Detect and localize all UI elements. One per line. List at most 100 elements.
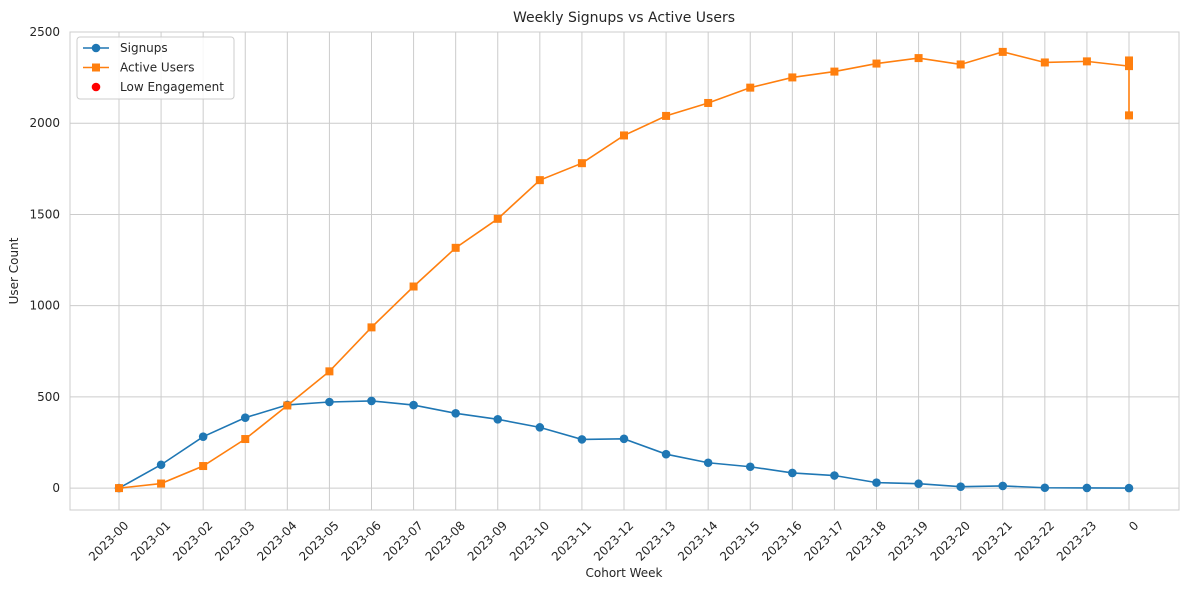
y-tick-label: 500 bbox=[37, 390, 60, 404]
x-tick-label: 2023-17 bbox=[801, 518, 846, 563]
data-point bbox=[1082, 57, 1091, 66]
data-point bbox=[367, 396, 376, 406]
legend-marker bbox=[91, 43, 101, 53]
data-point bbox=[157, 479, 166, 488]
x-tick-label: 2023-12 bbox=[591, 518, 636, 563]
data-point bbox=[788, 73, 797, 82]
data-point bbox=[914, 54, 923, 63]
x-tick-label: 2023-08 bbox=[423, 518, 468, 563]
data-point bbox=[283, 401, 292, 410]
data-point bbox=[115, 484, 123, 493]
x-tick-label: 2023-23 bbox=[1054, 518, 1099, 563]
x-tick-label: 2023-18 bbox=[843, 518, 888, 563]
y-tick-label: 1500 bbox=[29, 207, 60, 221]
data-point bbox=[325, 397, 334, 407]
legend-item: Low Engagement bbox=[91, 80, 224, 94]
data-point bbox=[1040, 58, 1049, 67]
chart-title: Weekly Signups vs Active Users bbox=[513, 10, 735, 26]
data-point bbox=[1040, 483, 1050, 493]
x-tick-label: 2023-06 bbox=[338, 518, 383, 563]
data-point bbox=[619, 434, 629, 444]
data-point bbox=[746, 83, 755, 92]
data-point bbox=[451, 243, 460, 252]
x-tick-label: 2023-05 bbox=[296, 518, 341, 563]
data-point bbox=[956, 60, 965, 69]
y-tick-label: 2000 bbox=[29, 116, 60, 130]
data-point bbox=[240, 413, 250, 422]
data-point bbox=[1124, 483, 1134, 493]
y-axis-label: User Count bbox=[7, 237, 21, 304]
x-tick-label: 2023-22 bbox=[1012, 518, 1057, 563]
series-layer bbox=[114, 47, 1134, 493]
data-point bbox=[830, 471, 839, 480]
data-point bbox=[493, 214, 502, 223]
data-point bbox=[535, 176, 544, 185]
data-point bbox=[662, 111, 671, 120]
data-point bbox=[620, 131, 628, 140]
y-tick-label: 0 bbox=[52, 481, 60, 495]
data-point bbox=[409, 282, 418, 291]
data-point bbox=[241, 435, 250, 444]
data-point bbox=[998, 481, 1008, 491]
legend-box bbox=[76, 36, 235, 100]
data-point bbox=[577, 159, 586, 168]
x-tick-label: 2023-20 bbox=[928, 518, 973, 563]
series-active-users bbox=[115, 47, 1133, 493]
data-point bbox=[956, 482, 965, 491]
x-tick-label: 2023-02 bbox=[170, 518, 215, 563]
x-tick-label: 2023-00 bbox=[86, 518, 131, 563]
data-point bbox=[704, 98, 713, 107]
data-point bbox=[199, 462, 208, 471]
data-point bbox=[1125, 62, 1133, 71]
x-tick-label: 2023-03 bbox=[212, 518, 257, 563]
data-point bbox=[914, 479, 923, 489]
legend-marker bbox=[91, 82, 101, 92]
data-point bbox=[703, 458, 713, 468]
grid-layer bbox=[70, 31, 1179, 510]
x-tick-label: 2023-11 bbox=[549, 518, 594, 563]
data-point bbox=[661, 449, 671, 459]
data-point bbox=[1125, 111, 1133, 120]
x-axis-label: Cohort Week bbox=[586, 566, 663, 580]
data-point bbox=[788, 468, 797, 478]
data-point bbox=[535, 423, 545, 432]
legend-label: Signups bbox=[120, 41, 168, 55]
x-tick-label: 2023-16 bbox=[759, 518, 804, 563]
data-point bbox=[1082, 483, 1092, 493]
data-point bbox=[745, 462, 755, 472]
x-tick-label: 0 bbox=[1126, 518, 1141, 533]
x-tick-label: 2023-01 bbox=[128, 518, 173, 563]
x-tick-label: 2023-10 bbox=[507, 518, 552, 563]
data-point bbox=[830, 67, 839, 76]
legend: Signups Active Users Low Engagement bbox=[76, 36, 235, 100]
data-point bbox=[577, 435, 587, 444]
data-point bbox=[451, 409, 460, 418]
x-tick-label: 2023-19 bbox=[886, 518, 931, 563]
x-tick-label: 2023-21 bbox=[970, 518, 1015, 563]
data-point bbox=[1125, 56, 1133, 65]
x-tick-label: 2023-15 bbox=[717, 518, 762, 563]
legend-label: Low Engagement bbox=[120, 80, 224, 94]
x-tick-label: 2023-07 bbox=[381, 518, 426, 563]
x-tick-label: 2023-09 bbox=[465, 518, 510, 563]
data-point bbox=[872, 478, 881, 487]
y-tick-label: 1000 bbox=[29, 299, 60, 313]
x-tick-label: 2023-04 bbox=[254, 518, 299, 563]
y-tick-label: 2500 bbox=[29, 25, 60, 39]
data-point bbox=[872, 59, 881, 68]
data-point bbox=[198, 432, 208, 441]
legend-item: Active Users bbox=[83, 61, 195, 75]
legend-item: Signups bbox=[83, 41, 168, 55]
data-point bbox=[367, 323, 376, 332]
legend-label: Active Users bbox=[120, 61, 195, 75]
data-point bbox=[998, 47, 1007, 56]
data-point bbox=[409, 400, 418, 410]
data-point bbox=[325, 367, 334, 376]
x-tick-label: 2023-13 bbox=[633, 518, 678, 563]
legend-marker bbox=[92, 63, 100, 72]
x-tick-label: 2023-14 bbox=[675, 518, 720, 563]
data-point bbox=[493, 415, 503, 424]
data-point bbox=[156, 460, 166, 470]
